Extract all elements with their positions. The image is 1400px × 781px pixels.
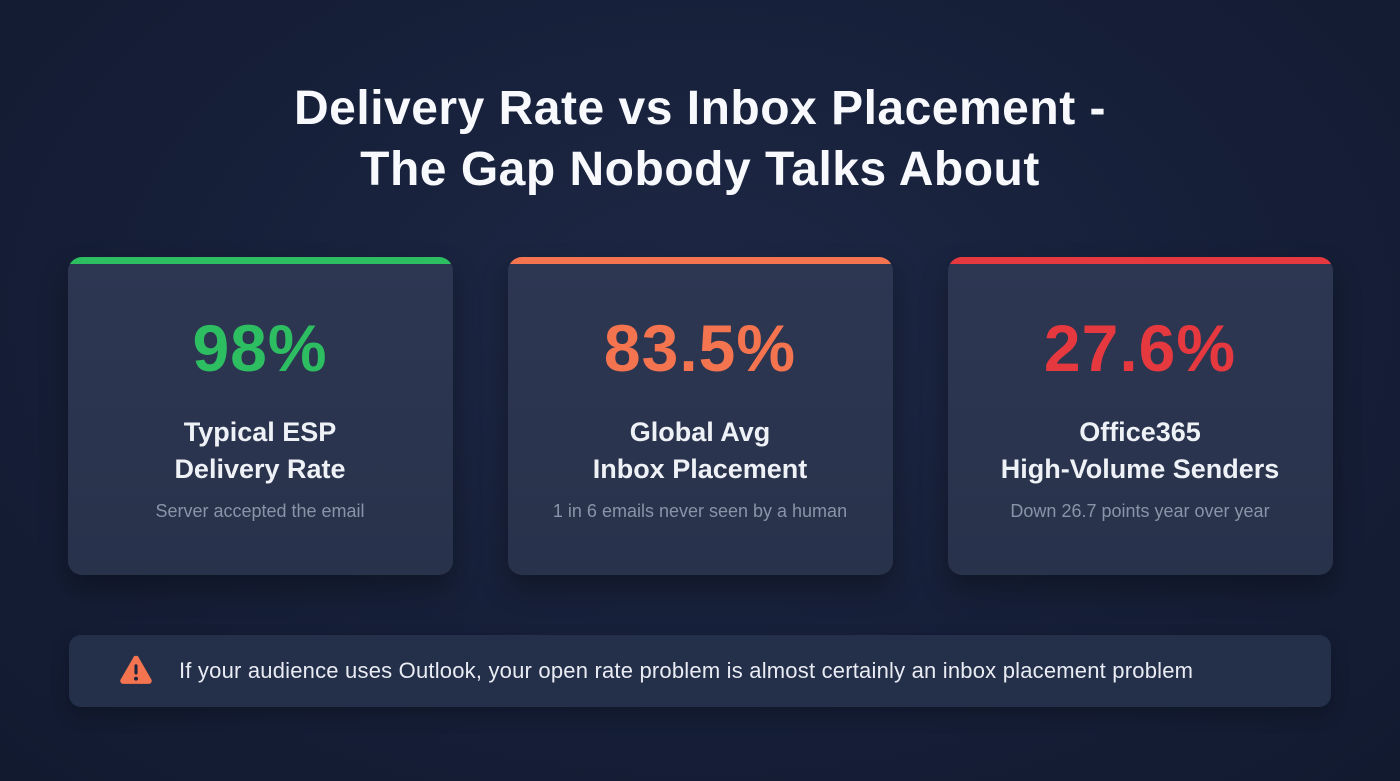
stat-title-line2: High-Volume Senders	[1000, 454, 1280, 485]
stat-cards-row: 98% Typical ESP Delivery Rate Server acc…	[0, 256, 1400, 575]
stat-title: Office365 High-Volume Senders	[948, 414, 1333, 489]
card-accent-bar-orange	[507, 256, 893, 264]
card-accent-bar-red	[947, 256, 1333, 264]
card-accent-bar-green	[67, 256, 453, 264]
stat-title-line2: Inbox Placement	[592, 454, 808, 485]
stat-title-line1: Office365	[1079, 416, 1201, 447]
stat-value: 83.5%	[603, 310, 797, 385]
stat-title: Typical ESP Delivery Rate	[68, 414, 453, 489]
stat-value: 27.6%	[1043, 310, 1237, 385]
stat-value: 98%	[192, 310, 328, 385]
stat-subtitle: Server accepted the email	[155, 501, 365, 522]
warning-icon	[119, 655, 153, 686]
warning-banner: If your audience uses Outlook, your open…	[69, 634, 1331, 707]
stat-title-line1: Typical ESP	[183, 416, 337, 447]
stat-title: Global Avg Inbox Placement	[508, 414, 893, 489]
warning-banner-text: If your audience uses Outlook, your open…	[179, 657, 1194, 683]
stat-title-line2: Delivery Rate	[174, 454, 346, 485]
stat-card-delivery-rate: 98% Typical ESP Delivery Rate Server acc…	[67, 256, 453, 575]
page-title-line1: Delivery Rate vs Inbox Placement -	[294, 82, 1106, 135]
page-title: Delivery Rate vs Inbox Placement - The G…	[0, 0, 1400, 201]
stat-subtitle: Down 26.7 points year over year	[1010, 501, 1270, 522]
stat-subtitle: 1 in 6 emails never seen by a human	[552, 501, 848, 522]
stat-card-inbox-placement: 83.5% Global Avg Inbox Placement 1 in 6 …	[507, 256, 893, 575]
page-title-line2: The Gap Nobody Talks About	[360, 143, 1040, 197]
stat-title-line1: Global Avg	[629, 416, 771, 447]
stat-card-office365: 27.6% Office365 High-Volume Senders Down…	[947, 256, 1333, 575]
